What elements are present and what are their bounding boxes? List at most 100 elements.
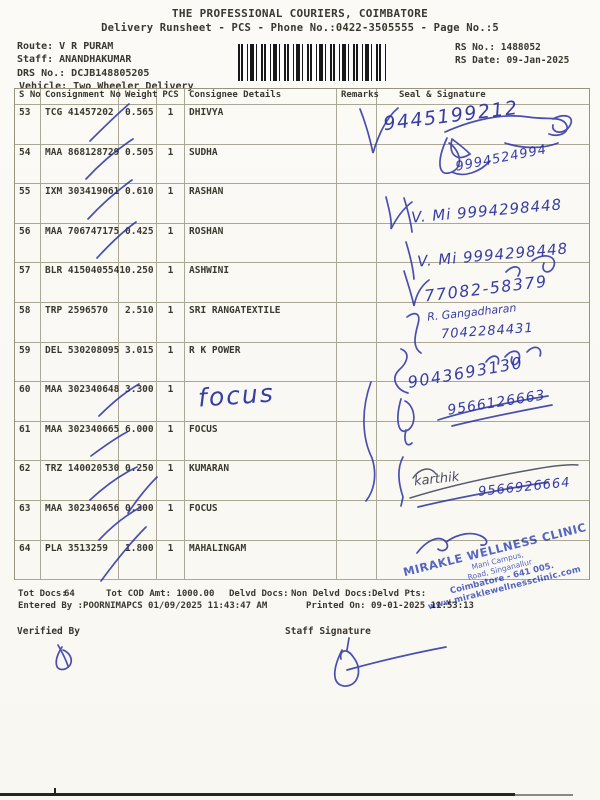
cell-remarks xyxy=(337,500,377,541)
cell-consignee: RASHAN xyxy=(185,184,337,224)
cell-weight: 0.425 xyxy=(119,223,157,264)
cell-consignment: TRZ 140020530 xyxy=(41,461,119,501)
column-header: Seal & Signature xyxy=(377,89,589,105)
company-title: THE PROFESSIONAL COURIERS, COIMBATORE xyxy=(171,7,429,20)
cell-remarks xyxy=(337,144,377,185)
staff-line: Staff: ANANDHAKUMAR xyxy=(17,54,132,65)
cell-pcs: 1 xyxy=(157,342,185,383)
cell-consignee: ASHWINI xyxy=(185,263,337,303)
entered-by-line: Entered By :POORNIMAPCS 01/09/2025 11:43… xyxy=(18,601,268,611)
table-row: 61 MAA 302340665 6.000 1 FOCUS xyxy=(15,421,589,462)
cell-sno: 58 xyxy=(15,302,41,343)
cell-sno: 59 xyxy=(15,342,41,383)
cell-weight: 0.250 xyxy=(119,461,157,501)
cell-pcs: 1 xyxy=(157,382,185,422)
cell-remarks xyxy=(337,223,377,264)
cell-seal xyxy=(377,184,589,224)
cell-pcs: 1 xyxy=(157,461,185,501)
rs-no-line: RS No.: 1488052 xyxy=(455,42,541,53)
tot-docs-value: 64 xyxy=(64,589,75,599)
barcode-icon xyxy=(238,44,388,81)
table-row: 56 MAA 706747175 0.425 1 ROSHAN xyxy=(15,223,589,264)
cell-weight: 3.015 xyxy=(119,342,157,383)
cell-remarks xyxy=(337,421,377,462)
cell-weight: 0.610 xyxy=(119,184,157,224)
table-row: 55 IXM 303419061 0.610 1 RASHAN xyxy=(15,184,589,224)
cell-consignee: SUDHA xyxy=(185,144,337,185)
column-header: PCS xyxy=(157,89,185,105)
pen-stroke xyxy=(346,646,447,671)
cell-pcs: 1 xyxy=(157,500,185,541)
cell-pcs: 1 xyxy=(157,184,185,224)
drs-no-line: DRS No.: DCJB148805205 xyxy=(17,68,150,79)
cell-weight: 0.565 xyxy=(119,105,157,145)
pen-stroke xyxy=(346,637,350,651)
cell-weight: 0.505 xyxy=(119,144,157,185)
staff-signature-label: Staff Signature xyxy=(285,626,371,637)
scan-edge-line xyxy=(515,794,573,796)
table-row: 57 BLR 4150405541 0.250 1 ASHWINI xyxy=(15,263,589,303)
column-header: Weight xyxy=(119,89,158,105)
cell-consignment: TCG 41457202 xyxy=(41,105,119,145)
table-row: 63 MAA 302340656 0.300 1 FOCUS xyxy=(15,500,589,541)
cell-weight: 6.000 xyxy=(119,421,157,462)
cell-sno: 57 xyxy=(15,263,41,303)
cell-seal xyxy=(377,303,589,343)
cell-consignee: FOCUS xyxy=(185,500,337,541)
pen-stroke xyxy=(55,646,72,671)
cell-seal xyxy=(377,224,589,264)
cell-pcs: 1 xyxy=(157,421,185,462)
cell-weight: 3.300 xyxy=(119,382,157,422)
cell-pcs: 1 xyxy=(157,144,185,185)
scan-speck xyxy=(54,788,56,795)
column-header: S No xyxy=(15,89,41,105)
cell-consignment: MAA 302340656 xyxy=(41,500,119,541)
column-header: Remarks xyxy=(337,89,379,105)
route-line: Route: V R PURAM xyxy=(17,41,114,52)
cell-consignment: BLR 4150405541 xyxy=(41,263,125,303)
cell-seal xyxy=(377,105,589,145)
cell-pcs: 1 xyxy=(157,105,185,145)
rs-date-line: RS Date: 09-Jan-2025 xyxy=(455,55,570,66)
handwritten-consignee-focus: focus xyxy=(197,378,276,413)
cell-consignee xyxy=(185,382,337,422)
table-row: 58 TRP 2596570 2.510 1 SRI RANGATEXTILE xyxy=(15,302,589,343)
tot-cod-amt: Tot COD Amt: 1000.00 xyxy=(106,589,215,599)
delvd-pts-label: Delvd Pts: xyxy=(372,589,427,599)
cell-seal xyxy=(377,422,589,462)
cell-seal xyxy=(377,541,589,581)
pen-stroke xyxy=(57,644,69,667)
cell-remarks xyxy=(337,540,377,581)
cell-sno: 54 xyxy=(15,144,41,185)
tot-docs-label: Tot Docs: xyxy=(18,589,67,599)
cell-pcs: 1 xyxy=(157,302,185,343)
cell-remarks xyxy=(337,184,377,224)
cell-seal xyxy=(377,263,589,303)
delvd-docs-label: Delvd Docs: xyxy=(229,589,289,599)
cell-seal xyxy=(377,343,589,383)
table-row: 59 DEL 530208095 3.015 1 R K POWER xyxy=(15,342,589,383)
cell-consignment: MAA 868128729 xyxy=(41,144,119,185)
cell-consignee: R K POWER xyxy=(185,342,337,383)
table-header-row: S No Consignment No Weight PCS Consignee Det… xyxy=(15,89,589,105)
cell-sno: 56 xyxy=(15,223,41,264)
cell-consignee: SRI RANGATEXTILE xyxy=(185,302,337,343)
cell-consignment: DEL 530208095 xyxy=(41,342,119,383)
cell-sno: 64 xyxy=(15,540,41,581)
cell-sno: 60 xyxy=(15,382,41,422)
cell-remarks xyxy=(337,382,377,422)
cell-weight: 2.510 xyxy=(119,302,157,343)
cell-remarks xyxy=(337,302,377,343)
column-header: Consignment No xyxy=(41,89,121,105)
cell-pcs: 1 xyxy=(157,263,185,303)
cell-consignee: DHIVYA xyxy=(185,105,337,145)
non-delvd-docs-label: Non Delvd Docs: xyxy=(291,589,373,599)
table-rows: 53 TCG 41457202 0.565 1 DHIVYA 54 MAA 86812872… xyxy=(15,105,589,581)
cell-weight: 1.800 xyxy=(119,540,157,581)
verified-by-label: Verified By xyxy=(17,626,80,637)
cell-remarks xyxy=(337,105,377,145)
cell-weight: 0.300 xyxy=(119,500,157,541)
cell-remarks xyxy=(337,263,377,303)
cell-consignee: KUMARAN xyxy=(185,461,337,501)
cell-sno: 62 xyxy=(15,461,41,501)
